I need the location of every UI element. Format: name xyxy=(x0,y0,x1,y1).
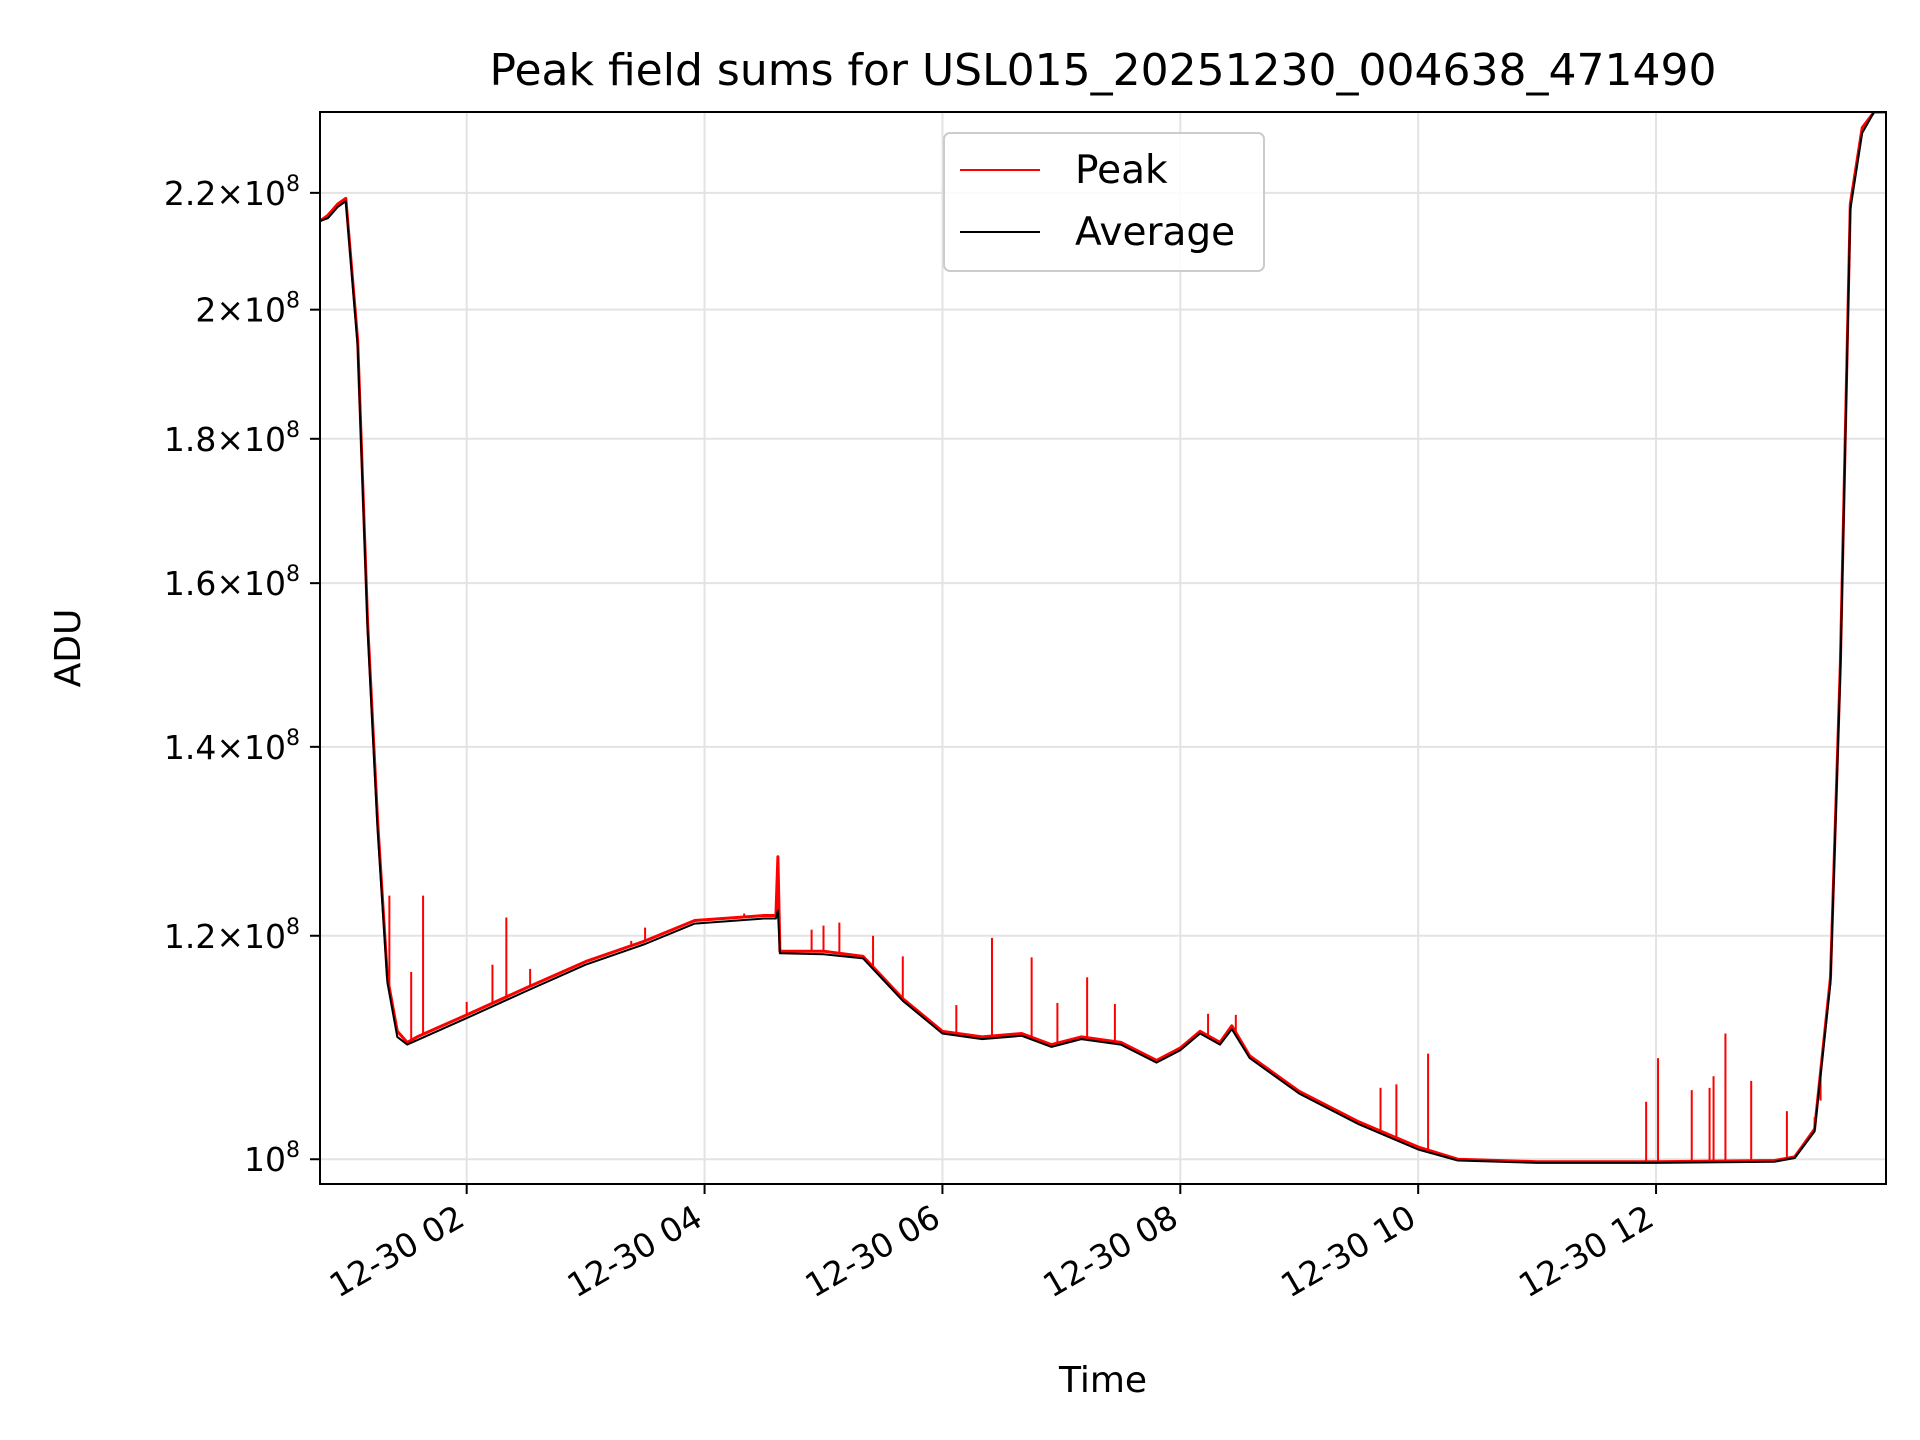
y-tick-label: 2×108 xyxy=(195,289,300,330)
legend-label-peak: Peak xyxy=(1075,148,1168,193)
chart-title: Peak field sums for USL015_20251230_0046… xyxy=(490,45,1717,96)
y-tick-label: 1.6×108 xyxy=(164,562,300,603)
y-tick-label: 2.2×108 xyxy=(164,172,300,213)
series-line-average xyxy=(320,112,1886,1164)
plot-series xyxy=(320,112,1886,1164)
series-group xyxy=(320,112,1886,1164)
y-tick-label: 108 xyxy=(244,1138,300,1179)
y-axis-label: ADU xyxy=(48,609,89,688)
y-tick-label: 1.4×108 xyxy=(164,726,300,767)
y-tick-label: 1.2×108 xyxy=(164,915,300,956)
legend-box xyxy=(943,132,1265,272)
grid xyxy=(320,112,1886,1184)
y-axis: 108 1.2×108 1.4×108 1.6×108 1.8×108 2×108 2.2×… xyxy=(164,172,320,1179)
series-line-peak xyxy=(320,112,1886,1164)
legend-label-average: Average xyxy=(1075,210,1235,255)
y-tick-label: 1.8×108 xyxy=(164,418,300,459)
legend: Peak Average xyxy=(943,132,1265,272)
plot-frame xyxy=(319,111,1887,1185)
x-axis-label: Time xyxy=(1058,1360,1147,1401)
